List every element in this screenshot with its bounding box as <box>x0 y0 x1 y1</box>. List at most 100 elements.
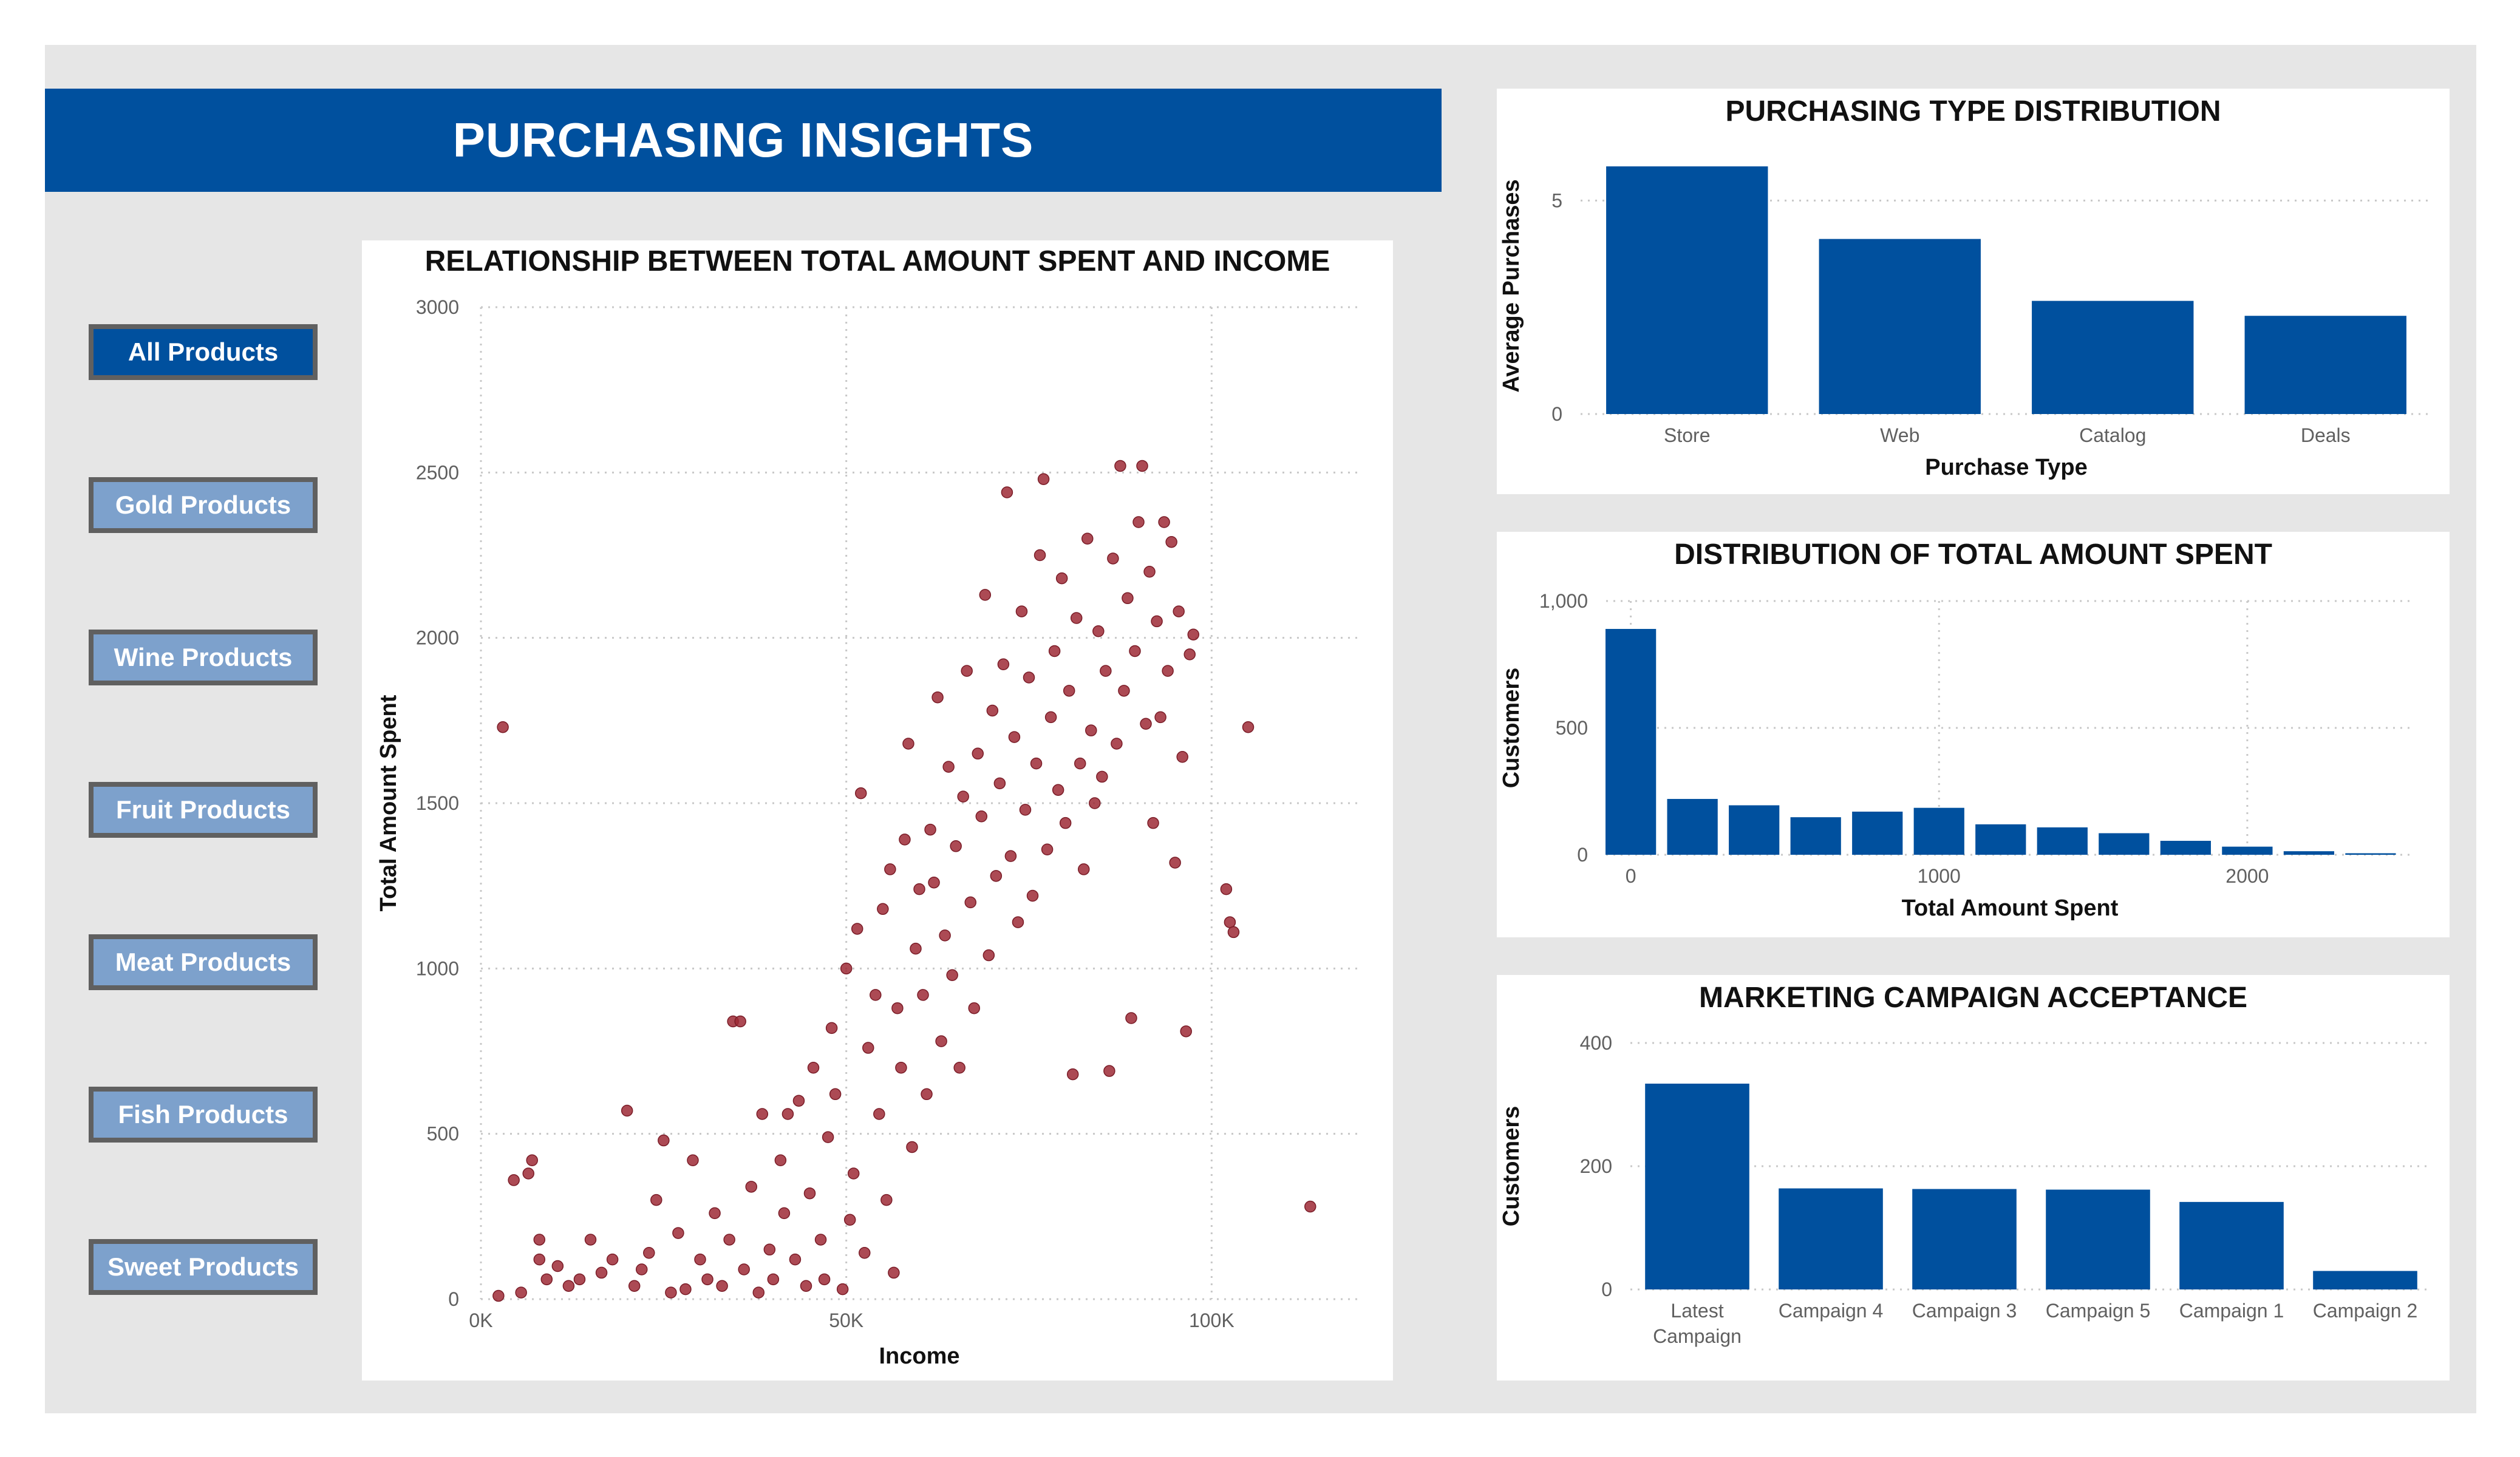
spend-distribution-chart[interactable]: 0 500 1,000 0 1000 2000 Total Amount Spent Cust… <box>1497 532 2450 937</box>
scatter-point <box>1242 721 1255 733</box>
slicer-button-sweet-products[interactable]: Sweet Products <box>89 1239 318 1295</box>
scatter-point <box>1224 916 1236 928</box>
scatter-point <box>1162 665 1174 677</box>
scatter-point <box>658 1134 670 1147</box>
scatter-point <box>1107 552 1119 565</box>
spend-distribution-chart-panel: DISTRIBUTION OF TOTAL AMOUNT SPENT 0 500 1… <box>1497 532 2450 937</box>
scatter-point <box>1136 460 1148 472</box>
slicer-button-gold-products[interactable]: Gold Products <box>89 477 318 533</box>
scatter-point <box>694 1253 706 1266</box>
purchase-type-chart-panel: PURCHASING TYPE DISTRIBUTION 0 5 Store Web C… <box>1497 89 2450 494</box>
bar <box>1606 166 1768 414</box>
x-axis-title: Total Amount Spent <box>1902 895 2119 921</box>
y-axis-title: Customers <box>1499 668 1524 789</box>
campaign-acceptance-chart[interactable]: 0 200 400 Latest Campaign Campaign 4 Campaign … <box>1497 975 2450 1381</box>
histogram-bar <box>2283 851 2335 855</box>
scatter-point <box>723 1234 735 1246</box>
scatter-point <box>1052 784 1064 796</box>
scatter-point <box>822 1131 834 1143</box>
bar <box>1779 1188 1883 1289</box>
purchase-type-chart[interactable]: 0 5 Store Web Catalog Deals Purchase Type Avera… <box>1497 89 2450 494</box>
y-axis-title: Total Amount Spent <box>376 695 401 911</box>
scatter-point <box>840 962 853 975</box>
x-axis-title: Purchase Type <box>1925 455 2088 480</box>
campaign-acceptance-chart-title: MARKETING CAMPAIGN ACCEPTANCE <box>1698 982 2248 1014</box>
scatter-point <box>873 1108 885 1120</box>
scatter-point <box>756 1108 769 1120</box>
scatter-point <box>982 949 995 962</box>
scatter-point <box>752 1286 765 1299</box>
slicer-label: Meat Products <box>115 948 291 976</box>
x-tick-label: Catalog <box>2079 424 2146 446</box>
scatter-point <box>880 1194 893 1206</box>
purchase-type-chart-title: PURCHASING TYPE DISTRIBUTION <box>1725 95 2221 127</box>
scatter-chart-panel: RELATIONSHIP BETWEEN TOTAL AMOUNT SPENT … <box>362 240 1393 1381</box>
scatter-point <box>1085 724 1097 736</box>
scatter-point <box>774 1154 787 1166</box>
x-tick-label: Web <box>1880 424 1919 446</box>
scatter-point <box>1044 711 1057 724</box>
bar <box>2313 1271 2417 1289</box>
scatter-point <box>1015 605 1028 617</box>
scatter-point <box>884 863 896 875</box>
scatter-point <box>1125 1012 1137 1024</box>
scatter-point <box>953 1061 965 1074</box>
scatter-point <box>917 989 929 1001</box>
slicer-label: Sweet Products <box>107 1252 299 1281</box>
y-tick-label: 500 <box>427 1123 459 1145</box>
scatter-point <box>902 738 914 750</box>
scatter-point <box>946 969 958 981</box>
scatter-point <box>847 1167 860 1180</box>
scatter-point <box>1019 804 1032 816</box>
bar <box>1645 1083 1749 1289</box>
scatter-point <box>888 1266 900 1279</box>
scatter-point <box>1154 711 1166 724</box>
x-tick-label: Latest <box>1670 1300 1723 1322</box>
x-axis-title: Income <box>879 1343 959 1369</box>
x-tick-label: 100K <box>1189 1309 1234 1331</box>
scatter-point <box>672 1227 684 1239</box>
scatter-point <box>910 942 922 955</box>
slicer-button-fruit-products[interactable]: Fruit Products <box>89 782 318 838</box>
scatter-point <box>1187 628 1199 640</box>
scatter-point <box>1304 1200 1316 1213</box>
histogram-bar <box>2160 841 2211 855</box>
y-tick-label: 3000 <box>416 296 459 318</box>
scatter-point <box>1001 486 1013 498</box>
scatter-point <box>1096 770 1108 783</box>
histogram-bar <box>2345 853 2396 855</box>
scatter-chart[interactable]: 0 500 1000 1500 2000 2500 3000 0K 50K 100K Income T… <box>362 240 1393 1381</box>
slicer-button-fish-products[interactable]: Fish Products <box>89 1087 318 1143</box>
slicer-button-wine-products[interactable]: Wine Products <box>89 630 318 685</box>
bar <box>1819 239 1981 414</box>
slicer-button-all-products[interactable]: All Products <box>89 324 318 380</box>
x-tick-label: Campaign 4 <box>1779 1300 1884 1322</box>
y-tick-label: 2000 <box>416 627 459 649</box>
scatter-point <box>818 1273 831 1286</box>
scatter-point <box>1041 843 1054 856</box>
scatter-point <box>1143 565 1156 578</box>
scatter-point <box>643 1246 655 1259</box>
histogram-bar <box>1913 807 1964 855</box>
bar <box>2046 1189 2150 1289</box>
histogram-bar <box>1852 811 1903 855</box>
scatter-point <box>497 721 509 733</box>
scatter-point <box>1037 473 1050 485</box>
scatter-point <box>1118 685 1130 697</box>
scatter-point <box>1151 615 1163 628</box>
scatter-point <box>1183 648 1196 661</box>
scatter-point <box>961 665 973 677</box>
slicer-button-meat-products[interactable]: Meat Products <box>89 934 318 990</box>
scatter-point <box>968 1002 980 1014</box>
scatter-point <box>709 1207 721 1220</box>
scatter-point <box>800 1280 812 1292</box>
scatter-point <box>1132 516 1145 528</box>
scatter-point <box>862 1042 874 1054</box>
histogram-bar <box>1605 628 1657 855</box>
scatter-point <box>533 1234 546 1246</box>
x-tick-label: Deals <box>2301 424 2351 446</box>
scatter-point <box>843 1214 856 1226</box>
scatter-point <box>628 1280 641 1292</box>
slicer-label: Fruit Products <box>115 795 290 824</box>
scatter-point <box>1173 605 1185 617</box>
